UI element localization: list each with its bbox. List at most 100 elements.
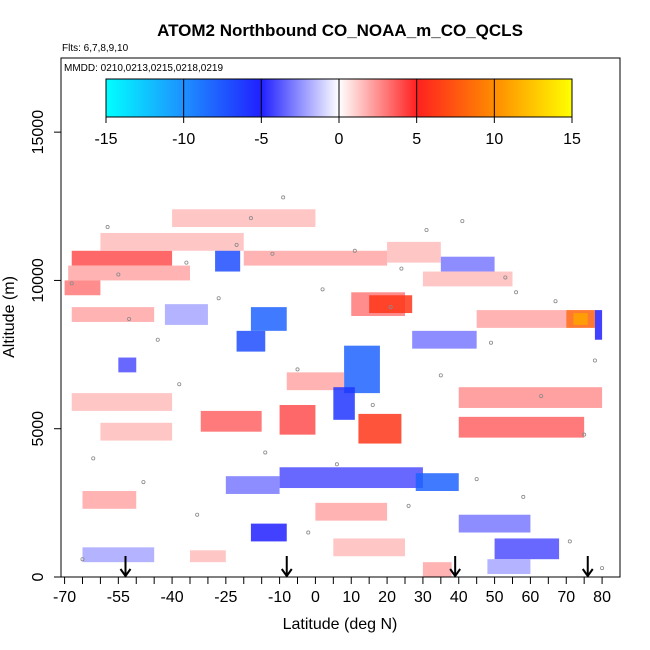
observation-point (488, 340, 493, 345)
observation-point (399, 266, 404, 271)
x-tick-label: 60 (522, 589, 540, 606)
flights-subtitle: Flts: 6,7,8,9,10 (62, 43, 129, 54)
observation-point (474, 477, 479, 482)
observation-point (69, 281, 74, 286)
heatmap-cell (422, 562, 452, 577)
heatmap-cell (476, 310, 567, 328)
heatmap-cell (250, 307, 287, 331)
observation-point (116, 272, 121, 277)
colorbar-tick-label: 10 (485, 131, 503, 148)
y-tick-label: 10000 (30, 258, 47, 303)
heatmap-cell (243, 250, 388, 266)
arrow-head (449, 568, 461, 578)
x-axis-label: Latitude (deg N) (283, 616, 398, 633)
x-tick-label: 70 (557, 589, 575, 606)
observation-point (553, 299, 558, 304)
heatmap-cell (333, 387, 355, 420)
observation-point (334, 462, 339, 467)
heatmap-cell (458, 387, 603, 408)
observation-point (388, 305, 393, 310)
heatmap-cell (387, 241, 441, 263)
heatmap-cell (200, 410, 262, 432)
observation-point (320, 287, 325, 292)
heatmap-cell (164, 304, 208, 325)
heatmap-cell (440, 256, 495, 272)
heatmap-cell (190, 550, 226, 563)
y-axis: 0 5000 10000 15000 (30, 110, 61, 581)
colorbar-tick-label: 5 (412, 131, 421, 148)
heatmap-cell (118, 357, 137, 373)
colorbar-tick-label: 15 (563, 131, 581, 148)
observation-point (592, 358, 597, 363)
x-axis: -70 -55 -40 -25 -10 0 10 20 30 40 50 60 70 80 (53, 577, 611, 606)
colorbar-tick-label: -5 (254, 131, 268, 148)
heatmap-cell (71, 307, 155, 322)
colorbar-tick-label: 0 (335, 131, 344, 148)
heatmap-cell (358, 413, 402, 444)
x-tick-label: -70 (53, 589, 76, 606)
y-tick-label: 0 (30, 572, 47, 581)
x-tick-label: 10 (342, 589, 360, 606)
observation-point (567, 539, 572, 544)
heatmap-cell (236, 330, 266, 352)
latitude-arrows (119, 556, 594, 578)
x-tick-label: 30 (414, 589, 432, 606)
chart-title: ATOM2 Northbound CO_NOAA_m_CO_QCLS (157, 21, 523, 40)
arrow-head (581, 568, 594, 578)
heatmap-cell (594, 310, 603, 340)
arrow-head (280, 568, 293, 578)
x-tick-label: 0 (311, 589, 320, 606)
observation-point (460, 219, 465, 224)
observation-point (155, 337, 160, 342)
observation-point (184, 260, 189, 265)
latitude-arrow (119, 556, 132, 578)
observation-point (514, 290, 519, 295)
latitude-arrow (280, 556, 293, 578)
heatmap-cell (412, 330, 477, 349)
x-tick-label: 20 (378, 589, 396, 606)
arrow-head (119, 568, 132, 578)
heatmap-cell (315, 502, 388, 521)
heatmap-cell (422, 271, 513, 287)
heatmap-cell (494, 538, 560, 560)
observation-point (306, 530, 311, 535)
x-tick-label: 80 (593, 589, 611, 606)
observation-point (370, 402, 375, 407)
observation-point (295, 367, 300, 372)
heatmap-cell (487, 559, 531, 575)
heatmap-cell (458, 514, 531, 533)
colorbar-tick-label: -15 (94, 131, 117, 148)
latitude-arrow (581, 556, 594, 578)
heatmap-cell (82, 490, 137, 509)
x-tick-label: 50 (486, 589, 504, 606)
observation-point (503, 275, 508, 280)
x-tick-label: -10 (268, 589, 291, 606)
heatmap-cell (369, 295, 413, 314)
observation-point (234, 242, 239, 247)
observation-point (539, 394, 544, 399)
heatmap-cell (225, 476, 280, 494)
colorbar-ticks: -15 -10 -5 0 5 10 15 (94, 79, 581, 148)
heatmap-cell (100, 232, 244, 251)
heatmap-cell (71, 250, 173, 266)
plot-border (60, 57, 621, 578)
dates-subtitle: MMDD: 0210,0213,0215,0218,0219 (64, 63, 223, 74)
observation-point (263, 450, 268, 455)
heatmap-cell (415, 473, 459, 491)
observation-point (352, 248, 357, 253)
observation-points (69, 195, 605, 571)
observation-point (177, 382, 182, 387)
x-tick-label: -55 (107, 589, 130, 606)
heatmap-cell (573, 313, 588, 325)
x-tick-label: -25 (214, 589, 237, 606)
observation-point (406, 503, 411, 508)
heatmap-cell (172, 209, 316, 228)
observation-point (91, 456, 96, 461)
heatmap-cell (68, 265, 190, 281)
observation-point (141, 480, 146, 485)
heatmap-cell (215, 250, 241, 272)
latitude-arrow (449, 556, 461, 578)
observation-point (248, 216, 253, 221)
y-tick-label: 15000 (30, 110, 47, 155)
